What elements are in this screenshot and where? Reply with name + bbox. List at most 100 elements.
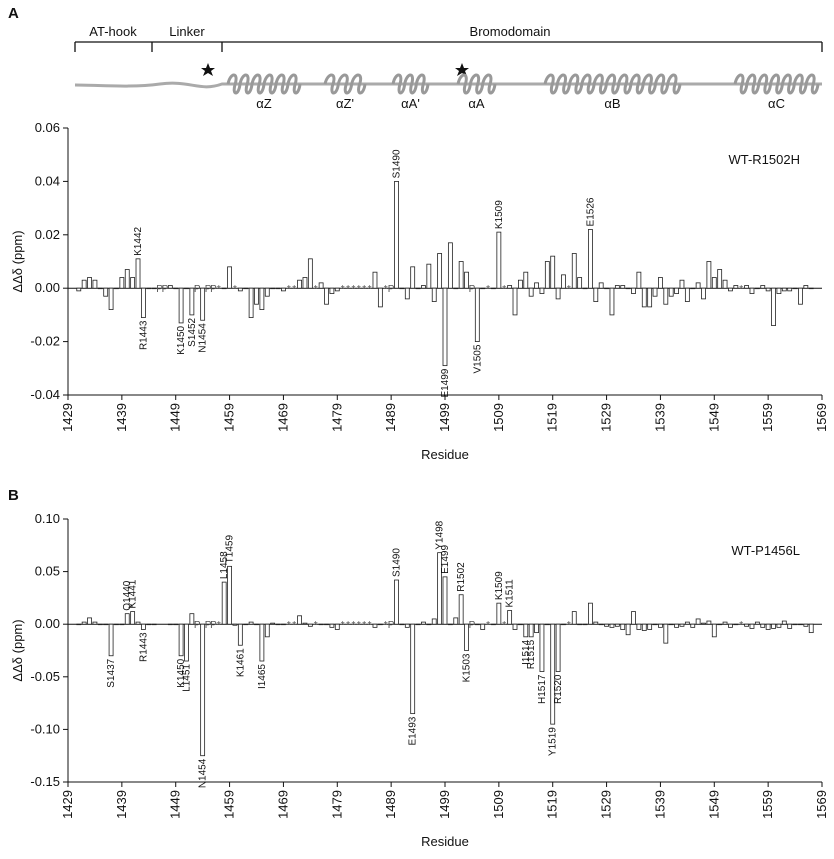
bar: [302, 622, 308, 625]
residue-label: R1443: [138, 320, 149, 350]
x-tick-label: 1559: [760, 403, 775, 432]
bar: [555, 287, 561, 300]
bar: [227, 565, 232, 625]
residue-label: K1450: [176, 325, 187, 354]
residue-label: S1490: [392, 548, 403, 577]
bar: [189, 613, 195, 625]
bar: [442, 287, 448, 367]
bar: [491, 287, 496, 290]
bar: [701, 287, 706, 300]
bar: [410, 266, 416, 289]
x-tick-label: 1429: [60, 790, 75, 819]
marker: *: [567, 284, 571, 295]
marker: *: [384, 620, 388, 631]
y-axis-label: ΔΔδ (ppm): [10, 230, 25, 292]
bar: [270, 287, 276, 290]
bar: [270, 622, 276, 625]
bar: [604, 287, 609, 290]
residue-label: S1452: [187, 317, 198, 346]
residue-label: R1443: [138, 632, 149, 662]
marker: *: [362, 284, 366, 295]
bar: [130, 611, 136, 625]
bar: [577, 623, 583, 626]
bar: [765, 623, 771, 630]
residue-label: R1515: [526, 639, 537, 669]
bar: [372, 271, 378, 289]
bar: [561, 623, 566, 626]
bar: [695, 618, 701, 625]
bar: [711, 623, 717, 638]
panel-label: A: [8, 5, 19, 22]
bar: [491, 623, 496, 626]
bar: [404, 623, 410, 628]
bar: [130, 277, 136, 289]
bar: [722, 621, 728, 625]
bar: [781, 287, 787, 292]
bar: [663, 287, 669, 305]
bar: [754, 621, 760, 625]
domain-label: Linker: [169, 24, 205, 39]
bar: [733, 623, 739, 626]
x-axis-label: Residue: [421, 447, 469, 462]
bar: [620, 623, 626, 630]
bar: [200, 287, 206, 321]
annotation: WT-R1502H: [728, 152, 800, 167]
residue-label: K1450: [176, 658, 187, 687]
bar: [544, 261, 550, 289]
residue-label: K1441: [128, 579, 139, 608]
marker: *: [502, 284, 506, 295]
bar: [749, 287, 755, 294]
bar: [480, 287, 486, 290]
bar: [647, 623, 653, 630]
marker: *: [346, 620, 350, 631]
marker: P: [205, 284, 212, 295]
residue-label: V1505: [472, 344, 483, 373]
bar: [318, 623, 324, 626]
bar: [167, 623, 173, 626]
x-axis-label: Residue: [421, 834, 469, 849]
bar: [744, 285, 749, 289]
bar: [717, 623, 723, 626]
bar: [297, 279, 302, 289]
residue-label: E1499: [440, 368, 451, 397]
bar: [647, 287, 653, 308]
bar: [593, 621, 599, 625]
marker: P: [194, 620, 201, 631]
x-tick-label: 1529: [599, 790, 614, 819]
bar: [81, 279, 87, 289]
bar: [711, 277, 717, 289]
marker: P: [388, 620, 395, 631]
helix-label: αB: [604, 96, 620, 111]
bar: [140, 287, 146, 318]
residue-label: I1465: [257, 664, 268, 689]
bar: [598, 282, 604, 289]
bar: [324, 287, 329, 305]
marker: P: [469, 284, 476, 295]
bar: [324, 623, 329, 626]
bar: [534, 282, 539, 289]
bar: [668, 287, 674, 297]
bar: [534, 623, 539, 634]
bar: [539, 287, 545, 294]
residue-label: L1451: [181, 664, 192, 692]
x-tick-label: 1569: [814, 790, 829, 819]
helix: [391, 73, 430, 95]
bar: [243, 623, 249, 626]
y-tick-label: 0.00: [35, 280, 60, 295]
star: [455, 63, 469, 76]
bar: [474, 287, 480, 343]
helix: [543, 73, 682, 95]
helix: [323, 73, 367, 95]
bar: [550, 623, 556, 725]
y-tick-label: -0.02: [30, 334, 60, 349]
bar: [620, 285, 626, 289]
bar: [119, 277, 125, 289]
marker: P: [210, 620, 217, 631]
bar: [641, 623, 647, 631]
bar: [706, 261, 712, 289]
bar: [437, 253, 443, 289]
x-tick-label: 1539: [652, 403, 667, 432]
x-tick-label: 1459: [222, 403, 237, 432]
bar: [377, 623, 383, 626]
bar: [518, 279, 523, 289]
